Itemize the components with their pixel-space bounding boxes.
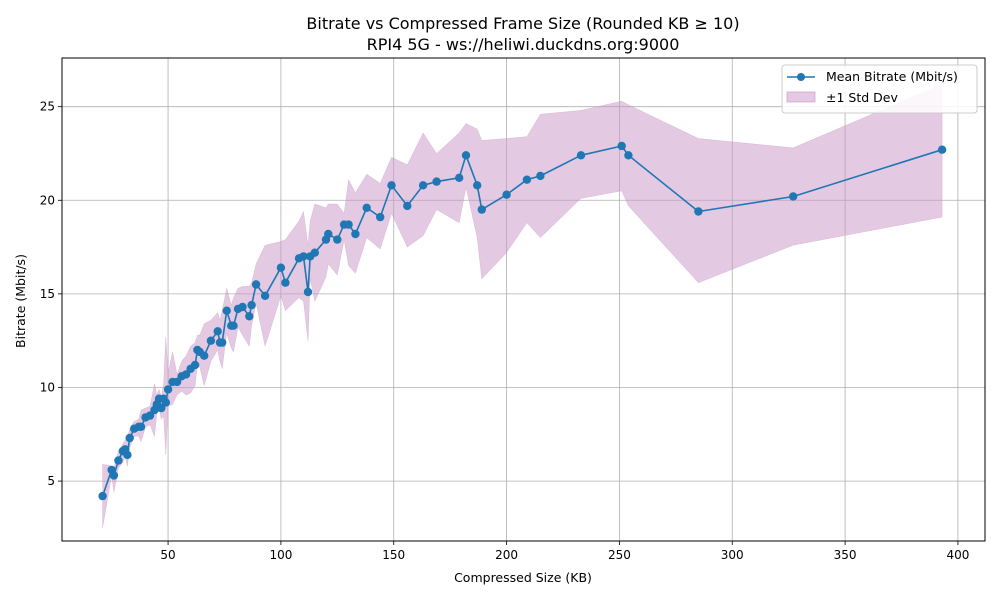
mean-bitrate-point: [789, 192, 798, 201]
mean-bitrate-point: [218, 338, 227, 347]
mean-bitrate-point: [157, 403, 166, 413]
mean-bitrate-point: [163, 385, 173, 394]
y-tick-label: 25: [40, 100, 55, 114]
y-tick-label: 10: [40, 380, 55, 394]
mean-bitrate-point: [432, 177, 441, 186]
mean-bitrate-point: [181, 370, 191, 379]
mean-bitrate-point: [136, 422, 146, 431]
chart-title: Bitrate vs Compressed Frame Size (Rounde…: [306, 14, 739, 33]
x-tick-label: 100: [269, 548, 292, 562]
mean-bitrate-point: [145, 411, 155, 420]
mean-bitrate-point: [576, 151, 586, 160]
mean-bitrate-point: [190, 360, 200, 370]
mean-bitrate-point: [125, 433, 134, 443]
mean-bitrate-point: [200, 351, 209, 360]
x-tick-label: 300: [721, 548, 744, 562]
mean-bitrate-point: [245, 312, 254, 321]
mean-bitrate-point: [502, 190, 511, 199]
y-axis-label: Bitrate (Mbit/s): [13, 254, 28, 348]
mean-bitrate-point: [477, 205, 486, 214]
x-tick-label: 350: [834, 548, 857, 562]
x-tick-label: 50: [160, 548, 175, 562]
mean-markers-layer: [98, 141, 947, 501]
mean-bitrate-point: [455, 173, 464, 182]
y-tick-label: 5: [47, 474, 55, 488]
y-tick-label: 20: [40, 193, 55, 207]
x-tick-label: 200: [495, 548, 518, 562]
mean-bitrate-point: [461, 151, 471, 160]
mean-bitrate-point: [694, 207, 703, 216]
mean-bitrate-point: [123, 450, 132, 460]
mean-bitrate-point: [937, 145, 947, 154]
x-tick-label: 250: [608, 548, 631, 562]
mean-bitrate-point: [238, 302, 247, 312]
std-dev-band: [102, 83, 943, 528]
mean-bitrate-point: [351, 229, 360, 239]
mean-bitrate-point: [522, 175, 532, 184]
mean-bitrate-point: [229, 321, 238, 330]
legend-box: [781, 64, 978, 114]
chart-subtitle: RPI4 5G - ws://heliwi.duckdns.org:9000: [367, 35, 680, 54]
mean-bitrate-point: [247, 300, 256, 310]
grid: [62, 58, 985, 541]
mean-bitrate-point: [310, 248, 319, 257]
mean-bitrate-point: [362, 203, 371, 212]
mean-bitrate-point: [473, 181, 482, 190]
mean-bitrate-point: [260, 291, 270, 300]
mean-bitrate-point: [281, 278, 290, 287]
mean-bitrate-point: [324, 229, 333, 239]
axis-ticks: 50 100 150 200 250 300 350 400 5 10 15 20 25: [40, 100, 970, 562]
mean-bitrate-point: [403, 201, 412, 211]
mean-bitrate-point: [303, 287, 313, 297]
mean-bitrate-point: [418, 181, 428, 190]
x-tick-label: 150: [382, 548, 405, 562]
mean-bitrate-point: [109, 471, 119, 480]
mean-bitrate-point: [387, 181, 396, 190]
plot-frame: [61, 57, 986, 542]
mean-bitrate-point: [206, 336, 216, 345]
mean-bitrate-point: [114, 456, 123, 465]
mean-bitrate-point: [617, 141, 626, 151]
x-axis-label: Compressed Size (KB): [454, 570, 592, 585]
mean-bitrate-point: [536, 171, 545, 181]
mean-bitrate-point: [276, 263, 286, 272]
mean-bitrate-point: [213, 327, 222, 336]
std-dev-band-layer: [102, 83, 943, 528]
x-tick-label: 400: [946, 548, 969, 562]
mean-bitrate-point: [344, 220, 353, 229]
legend-label-mean: Mean Bitrate (Mbit/s): [826, 69, 958, 84]
mean-bitrate-point: [161, 398, 170, 407]
mean-bitrate-point: [172, 377, 182, 387]
legend-label-std: ±1 Std Dev: [826, 90, 898, 105]
mean-bitrate-point: [376, 212, 385, 222]
legend-band-swatch: [786, 91, 816, 103]
mean-bitrate-point: [222, 306, 231, 315]
mean-bitrate-point: [98, 491, 107, 501]
mean-bitrate-point: [624, 151, 633, 160]
y-tick-label: 15: [40, 287, 55, 301]
mean-bitrate-point: [251, 280, 261, 289]
legend: Mean Bitrate (Mbit/s) ±1 Std Dev: [781, 64, 978, 114]
mean-bitrate-point: [333, 235, 342, 244]
mean-bitrate-point: [299, 252, 308, 261]
legend-marker-swatch: [797, 73, 805, 81]
